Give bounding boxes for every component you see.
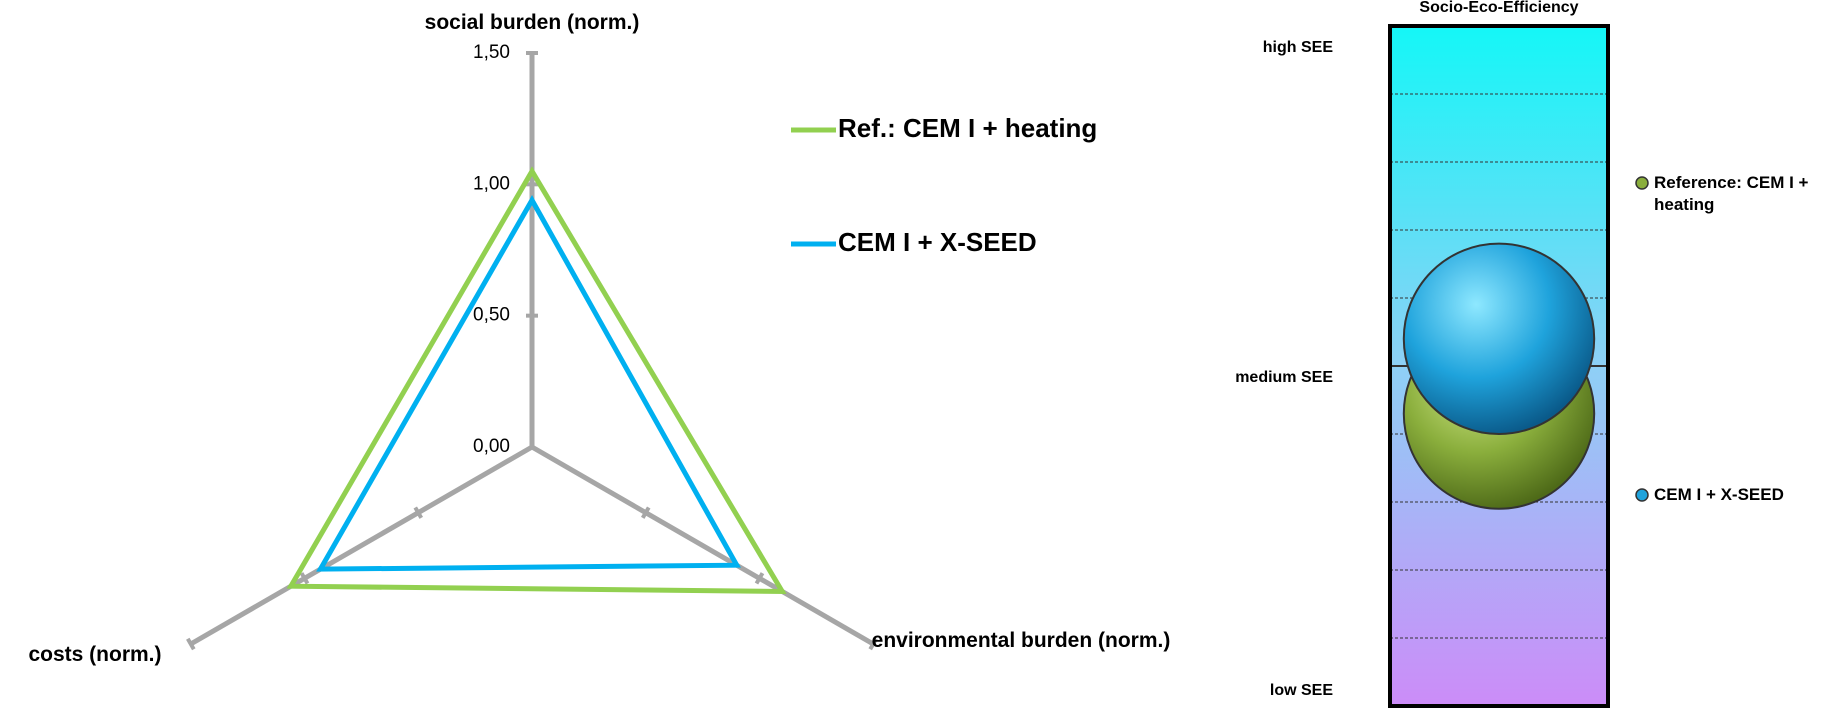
page: 0,000,501,001,50Ref.: CEM I + heatingCEM… [0, 0, 1843, 719]
radar-line [320, 200, 736, 569]
category-label-box: costs (norm.) [0, 640, 190, 710]
category-label: social burden (norm.) [382, 8, 682, 37]
legend-label: Ref.: CEM I + heating [838, 113, 1097, 143]
category-label-box: social burden (norm.) [382, 8, 682, 78]
legend-marker [1636, 177, 1648, 189]
tick-label: 0,00 [473, 436, 510, 457]
tick-label: 1,00 [473, 173, 510, 194]
y-tick-label: medium SEE [1235, 369, 1333, 386]
legend-label: CEM I + X-SEED [838, 227, 1037, 257]
chart-title: Socio-Eco-Efficiency [1419, 0, 1578, 16]
category-label: costs (norm.) [0, 640, 190, 669]
tick-label: 0,50 [473, 305, 510, 326]
chart: 0,000,501,001,50Ref.: CEM I + heatingCEM… [0, 0, 1843, 719]
radar-line [291, 171, 782, 591]
y-tick-label: high SEE [1263, 39, 1334, 56]
radar-axis [191, 447, 532, 644]
radar-axis [532, 447, 873, 644]
category-label: environmental burden (norm.) [871, 626, 1171, 655]
y-tick-label: low SEE [1270, 682, 1333, 699]
bubble [1404, 244, 1594, 434]
category-label-box: environmental burden (norm.) [871, 626, 1171, 696]
legend-label-box: Reference: CEM I + heating [1652, 172, 1837, 232]
legend-marker [1636, 489, 1648, 501]
legend-label-box: CEM I + X-SEED [1652, 484, 1837, 544]
legend-label: Reference: CEM I + heating [1652, 172, 1837, 216]
legend-label: CEM I + X-SEED [1652, 484, 1837, 506]
